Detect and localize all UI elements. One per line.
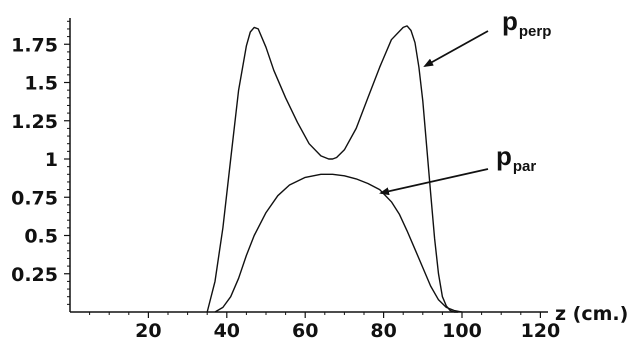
annotation-p-perp: pperp <box>423 6 551 67</box>
annotation-p-perp-main: p <box>502 6 518 36</box>
y-tick-label: 0.75 <box>11 187 58 209</box>
annotation-p-perp-sub: perp <box>519 23 552 40</box>
x-tick-label: 20 <box>135 320 161 342</box>
x-tick-label: 100 <box>442 320 482 342</box>
x-tick-label: 40 <box>214 320 240 342</box>
series-line-p-perp <box>206 25 459 313</box>
y-tick-label: 0.25 <box>11 264 58 286</box>
series-layer <box>206 25 463 313</box>
y-tick-label: 1 <box>45 149 58 171</box>
y-ticks: 0.25 0.5 0.75 1 1.25 1.5 1.75 <box>11 20 70 305</box>
y-tick-label: 1.75 <box>11 34 58 56</box>
y-tick-label: 1.25 <box>11 111 58 133</box>
y-tick-label: 0.5 <box>24 226 58 248</box>
annotation-p-perp-arrow <box>423 30 489 67</box>
svg-text:ppar: ppar <box>496 141 536 175</box>
x-tick-label: 60 <box>292 320 318 342</box>
annotation-p-par-main: p <box>496 141 512 171</box>
x-tick-label: 80 <box>370 320 396 342</box>
annotation-p-par: ppar <box>379 141 536 196</box>
x-tick-label: 120 <box>521 320 561 342</box>
svg-text:pperp: pperp <box>502 6 551 40</box>
series-line-p-par <box>214 173 463 313</box>
x-axis-label: z (cm.) <box>555 303 628 325</box>
annotation-p-par-sub: par <box>513 158 537 175</box>
y-tick-label: 1.5 <box>24 73 58 95</box>
axes <box>69 18 548 313</box>
x-ticks: 20 40 60 80 100 120 <box>89 312 561 342</box>
annotation-p-par-arrow <box>379 168 489 196</box>
